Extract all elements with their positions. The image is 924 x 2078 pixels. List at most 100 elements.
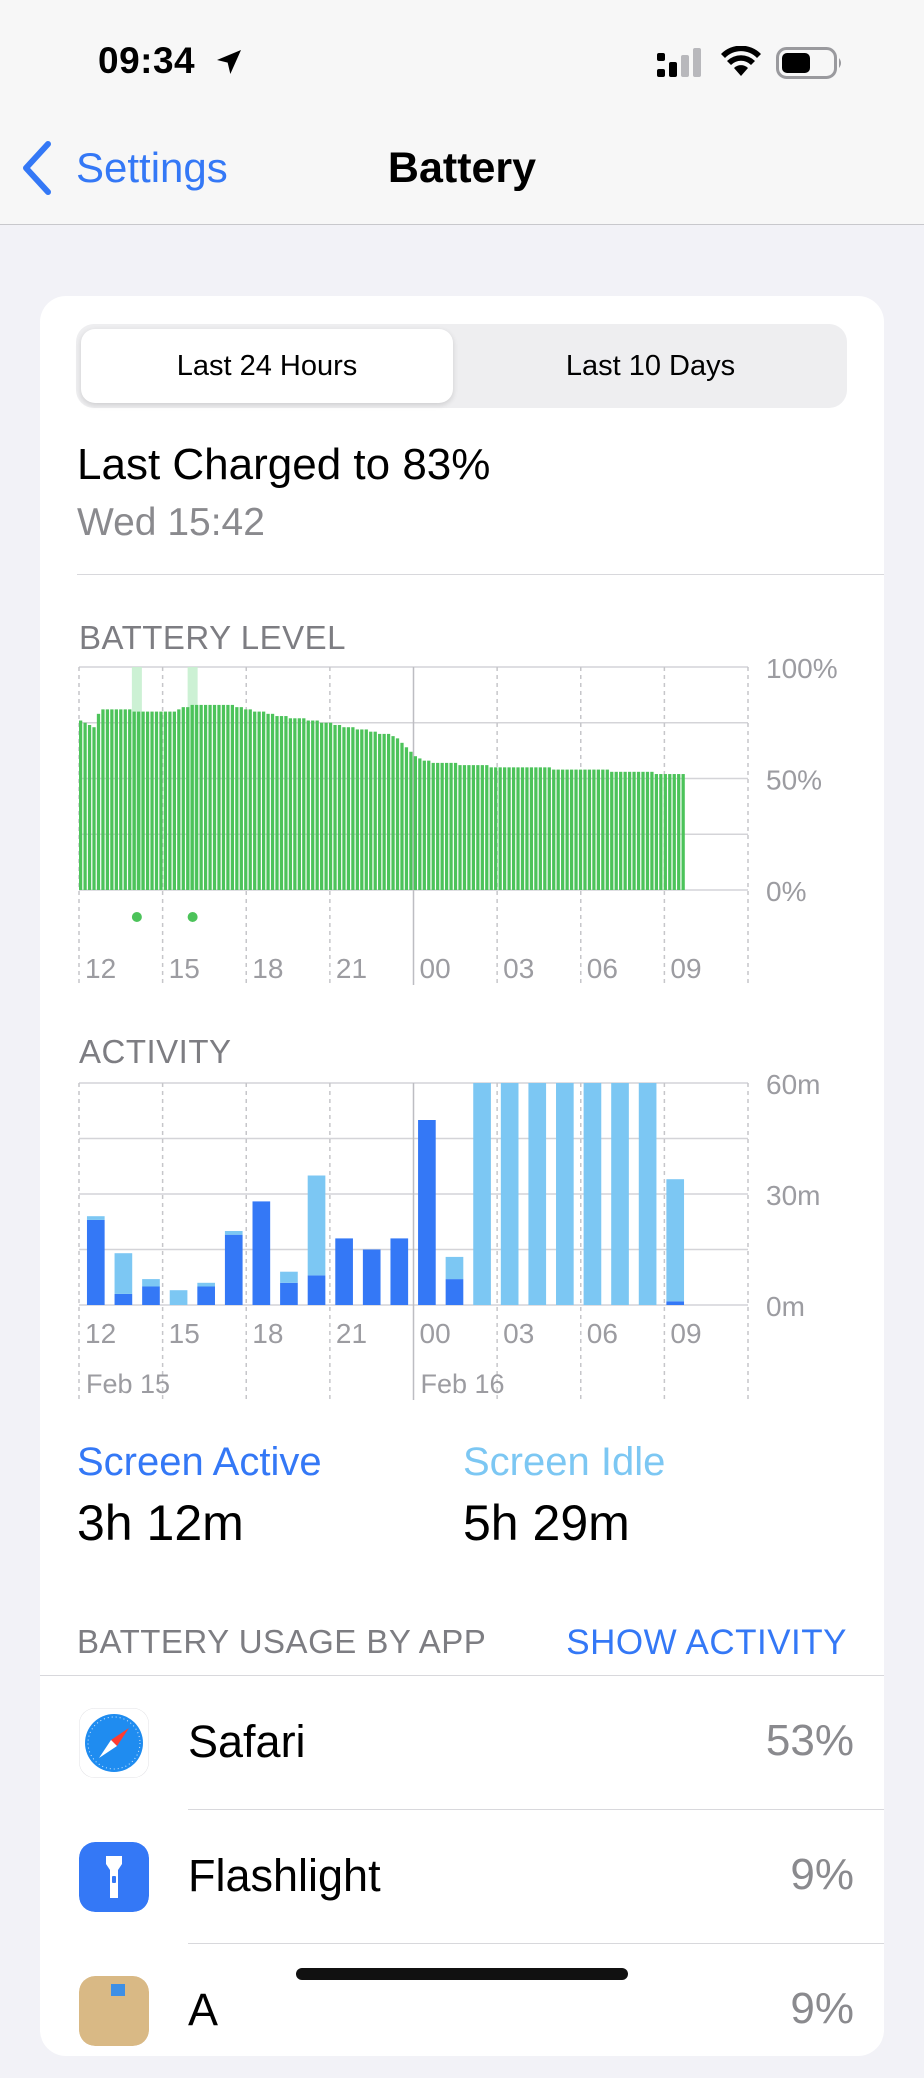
y-tick-label: 0% <box>766 876 806 907</box>
x-tick-label: 09 <box>670 953 701 984</box>
back-label: Settings <box>76 144 228 191</box>
battery-bar <box>525 767 529 890</box>
app-percent: 9% <box>790 1850 854 1899</box>
screen-active-bar <box>390 1238 409 1305</box>
screen-idle-bar <box>611 1083 629 1305</box>
battery-bar <box>87 724 92 890</box>
screen-idle-bar <box>307 1175 326 1276</box>
show-activity-button[interactable]: SHOW ACTIVITY <box>566 1623 847 1662</box>
battery-bar <box>373 731 377 890</box>
app-name: Flashlight <box>188 1850 381 1901</box>
battery-bar <box>132 711 136 890</box>
x-tick-label: 06 <box>587 953 618 984</box>
app-row-flashlight[interactable]: Flashlight 9% <box>40 1810 884 1944</box>
battery-bar <box>592 769 596 890</box>
screen-idle-bar <box>528 1083 547 1305</box>
battery-bar <box>391 736 395 890</box>
battery-bar <box>235 707 239 890</box>
battery-bar <box>471 765 476 890</box>
segment-last-10-days[interactable]: Last 10 Days <box>565 350 736 382</box>
battery-bar <box>632 771 636 890</box>
date-label: Feb 16 <box>421 1369 505 1399</box>
screen-idle-bar <box>224 1231 243 1235</box>
battery-bar <box>150 711 154 890</box>
battery-bar <box>440 762 444 890</box>
screen-active-bar <box>114 1293 133 1305</box>
screen-idle-label: Screen Idle <box>463 1440 666 1484</box>
x-tick-label: 21 <box>336 953 367 984</box>
battery-bar <box>324 722 328 890</box>
battery-bar <box>467 765 471 890</box>
screen-active-bar <box>666 1301 685 1305</box>
x-tick-label: 18 <box>252 953 283 984</box>
battery-bar <box>154 711 159 890</box>
battery-bar <box>266 713 270 890</box>
battery-bar <box>436 762 440 890</box>
battery-bar <box>177 709 181 890</box>
wifi-icon <box>721 46 761 76</box>
battery-bar <box>404 747 409 890</box>
battery-bar <box>297 718 301 890</box>
battery-bar <box>226 704 230 890</box>
battery-usage-by-app-label: BATTERY USAGE BY APP <box>77 1623 487 1660</box>
battery-bar <box>306 720 310 890</box>
back-button[interactable]: Settings <box>20 138 228 198</box>
y-tick-label: 30m <box>766 1180 820 1211</box>
battery-bar <box>610 771 614 890</box>
battery-bar <box>409 751 413 890</box>
battery-bar <box>569 769 574 890</box>
battery-bar <box>360 729 364 890</box>
battery-bar <box>181 707 185 890</box>
battery-bar <box>195 704 199 890</box>
app-icon <box>79 1976 149 2046</box>
battery-bar <box>511 767 516 890</box>
page-title: Battery <box>387 144 537 192</box>
battery-icon <box>776 47 841 79</box>
battery-bar <box>239 707 243 890</box>
battery-bar <box>333 724 337 890</box>
screen-idle-bar <box>583 1083 602 1305</box>
app-name: Safari <box>188 1716 306 1767</box>
battery-card <box>40 296 884 2056</box>
battery-bar <box>605 769 609 890</box>
battery-bar <box>453 762 458 890</box>
screen-active-bar <box>224 1234 243 1305</box>
screen-active-bar <box>362 1249 381 1305</box>
battery-bar <box>110 709 114 890</box>
battery-bar <box>476 765 480 890</box>
y-tick-label: 0m <box>766 1291 805 1322</box>
battery-bar <box>614 771 618 890</box>
screen-active-bar <box>307 1275 326 1305</box>
x-tick-label: 18 <box>252 1318 283 1349</box>
battery-bar <box>190 704 194 890</box>
last-charged-date: Wed 15:42 <box>77 501 265 544</box>
battery-bar <box>141 711 145 890</box>
battery-bar <box>578 769 583 890</box>
screen-idle-bar <box>142 1279 160 1287</box>
x-tick-label: 03 <box>503 1318 534 1349</box>
divider <box>40 1675 884 1676</box>
activity-label: ACTIVITY <box>79 1033 232 1070</box>
app-row-partial[interactable]: A 9% <box>40 1944 884 2078</box>
y-tick-label: 60m <box>766 1069 820 1100</box>
screen-idle-bar <box>169 1290 188 1305</box>
battery-bar <box>659 774 663 890</box>
battery-bar <box>212 704 217 890</box>
battery-bar <box>261 711 266 890</box>
battery-bar <box>654 774 659 890</box>
activity-chart: 60m 30m 0m 12 15 18 21 00 03 06 09 Feb 15 Feb 16 <box>78 1069 820 1400</box>
screen-idle-bar <box>500 1083 519 1305</box>
battery-bar <box>462 765 467 890</box>
cellular-signal-icon <box>657 48 701 77</box>
battery-bar <box>489 767 493 890</box>
battery-bar <box>159 711 163 890</box>
screen-idle-value: 5h 29m <box>463 1495 630 1551</box>
battery-bar <box>96 713 101 890</box>
divider <box>77 574 884 575</box>
app-row-safari[interactable]: Safari 53% <box>40 1676 884 1810</box>
battery-bar <box>163 711 168 890</box>
battery-bar <box>386 733 391 890</box>
battery-bar <box>552 769 556 890</box>
segment-last-24-hours[interactable]: Last 24 Hours <box>81 329 453 403</box>
battery-bar <box>444 762 449 890</box>
